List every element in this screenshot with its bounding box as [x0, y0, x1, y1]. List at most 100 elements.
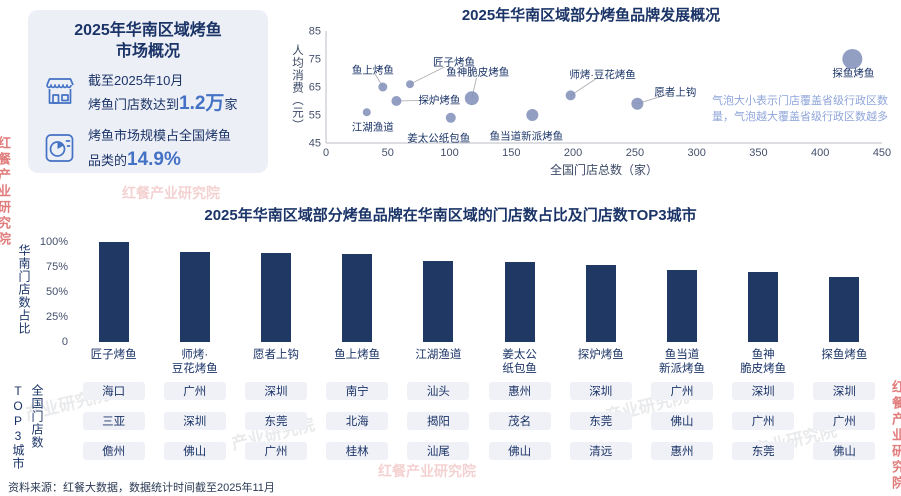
x-tick-label: 0 [323, 147, 329, 159]
bar [666, 270, 697, 342]
market-overview-card: 2025年华南区域烤鱼 市场概况 截至2025年10月 烤鱼门店数达到1.2万家 [28, 10, 268, 173]
bar-chart-title: 2025年华南区域部分烤鱼品牌在华南区域的门店数占比及门店数TOP3城市 [204, 207, 697, 224]
x-tick-label: 200 [564, 147, 582, 159]
bar [342, 254, 373, 342]
bubble-chart-plot: 45 55 65 75 85 0 50 100 150 200 250 300 350 400 450 全国门… [300, 25, 892, 196]
bubble-chart-section: 2025年华南区域部分烤鱼品牌发展概况 人均消费（元） 45 55 65 75 85 0 5… [288, 4, 894, 196]
brand-label: 匠子烤鱼 [90, 349, 137, 361]
top-city-cell: 广州 [813, 412, 876, 430]
top3-cities-table: 海口 广州 深圳 南宁 汕头 惠州 深圳 广州 深圳 深圳 三亚 深圳 东莞 北海 揭阳 茂名 东莞 佛山 广州 广州… [73, 382, 885, 460]
x-tick-label: 50 [382, 147, 394, 159]
x-tick-label: 350 [749, 147, 767, 159]
brand-label: 探炉烤鱼 [577, 349, 624, 361]
card-title-line2: 市场概况 [115, 42, 180, 60]
bar [98, 242, 129, 342]
x-tick-label: 300 [687, 147, 705, 159]
top-city-cell: 广州 [650, 382, 713, 400]
scatter-bubble-label: 姜太公纸包鱼 [407, 131, 470, 144]
top3-cities-row-label-col1: 全国门店数 [30, 384, 44, 449]
top-city-cell: 佛山 [488, 442, 551, 460]
brand-label: 鱼上烤鱼 [334, 349, 381, 361]
scatter-bubble-label: 江湖渔道 [352, 121, 394, 134]
brand-label: 鱼神 脆皮烤鱼 [740, 349, 787, 376]
bar-y-tick-label: 75% [45, 261, 68, 273]
stat1-suffix: 家 [224, 97, 238, 113]
bar-y-tick-label: 50% [45, 286, 68, 298]
bubble-chart-y-axis-label: 人均消费（元） [291, 44, 303, 132]
top-city-cell: 清远 [569, 442, 632, 460]
label-leader-line [396, 99, 430, 102]
scatter-bubble [565, 90, 576, 101]
top-city-cell: 广州 [244, 442, 307, 460]
top-city-cell: 惠州 [650, 442, 713, 460]
y-tick-label: 55 [309, 110, 321, 122]
scatter-bubble [464, 91, 479, 106]
bar [504, 262, 535, 342]
top-city-cell: 儋州 [82, 442, 145, 460]
stat1-line2: 烤鱼门店数达到1.2万家 [88, 90, 237, 118]
bubble-chart-title: 2025年华南区域部分烤鱼品牌发展概况 [461, 7, 721, 24]
bar-chart-y-ticks: 100% 75% 50% 25% 0 [28, 236, 68, 352]
top-city-cell: 佛山 [650, 412, 713, 430]
top-city-cell: 海口 [82, 382, 145, 400]
top-city-cell: 深圳 [163, 412, 226, 430]
stat2-line2: 品类的14.9% [88, 146, 231, 174]
storefront-icon [42, 74, 78, 115]
scatter-bubble-label: 师烤·豆花烤鱼 [569, 68, 636, 81]
bar-chart-bars [73, 242, 885, 342]
stat2-value: 14.9% [127, 148, 181, 170]
stat2-pre: 品类的 [88, 152, 128, 168]
bar [260, 253, 291, 342]
top-city-cell: 汕尾 [407, 442, 470, 460]
watermark-red: 红餐产业研究院 [378, 463, 476, 479]
scatter-bubble-label: 鱼上烤鱼 [352, 64, 394, 77]
scatter-bubble [406, 80, 415, 89]
bar-y-tick-label: 100% [39, 236, 68, 248]
pie-chart-icon [42, 130, 78, 171]
brand-label: 师烤· 豆花烤鱼 [171, 349, 218, 376]
bar [585, 265, 616, 342]
x-axis-title: 全国门店总数（家） [550, 162, 658, 177]
x-tick-label: 150 [502, 147, 520, 159]
card-title: 2025年华南区域烤鱼 市场概况 [28, 21, 268, 63]
scatter-bubble-label: 愿者上钩 [654, 86, 696, 98]
top-city-cell: 深圳 [244, 382, 307, 400]
data-source-note: 资料来源：红餐大数据，数据统计时间截至2025年11月 [8, 482, 275, 494]
stat-market-share: 烤鱼市场规模占全国烤鱼 品类的14.9% [42, 127, 258, 173]
bar [423, 261, 454, 342]
scatter-bubble [362, 108, 371, 117]
watermark-red-strip-right: 红餐产业研究院 [890, 380, 901, 492]
stat-store-count: 截至2025年10月 烤鱼门店数达到1.2万家 [42, 72, 258, 118]
scatter-bubble-label: 匠子烤鱼 [433, 56, 475, 69]
scatter-bubble [526, 109, 539, 121]
stat2-line1: 烤鱼市场规模占全国烤鱼 [88, 127, 232, 143]
y-tick-label: 65 [309, 82, 321, 94]
watermark-red-strip-left: 红餐产业研究院 [0, 136, 11, 248]
scatter-bubble-label: 鱼当道新派烤鱼 [490, 130, 563, 143]
bar [748, 272, 779, 342]
label-leader-line [409, 66, 445, 85]
watermark-red: 红餐产业研究院 [122, 185, 220, 201]
top3-cities-row-label-col2: TOP3城市 [11, 384, 25, 470]
top-city-cell: 广州 [163, 382, 226, 400]
top-city-cell: 揭阳 [407, 412, 470, 430]
scatter-bubble [631, 97, 644, 110]
card-title-line1: 2025年华南区域烤鱼 [74, 22, 222, 39]
scatter-bubble-label: 探炉烤鱼 [418, 94, 460, 107]
bar-y-tick-label: 0 [61, 336, 68, 348]
top-city-cell: 深圳 [813, 382, 876, 400]
top-city-cell: 汕头 [407, 382, 470, 400]
top-city-cell: 南宁 [326, 382, 389, 400]
y-tick-label: 45 [309, 138, 321, 150]
x-tick-label: 100 [440, 147, 458, 159]
x-tick-label: 250 [626, 147, 644, 159]
top-city-cell: 广州 [732, 412, 795, 430]
scatter-bubble [378, 82, 388, 92]
bar-y-tick-label: 25% [45, 311, 68, 323]
top-city-cell: 三亚 [82, 412, 145, 430]
brand-label: 探鱼烤鱼 [821, 349, 868, 361]
scatter-bubble-label: 鱼神脆皮烤鱼 [446, 66, 509, 79]
stat-store-count-text: 截至2025年10月 烤鱼门店数达到1.2万家 [88, 72, 237, 118]
scatter-bubble [842, 49, 863, 69]
bar [829, 277, 860, 342]
